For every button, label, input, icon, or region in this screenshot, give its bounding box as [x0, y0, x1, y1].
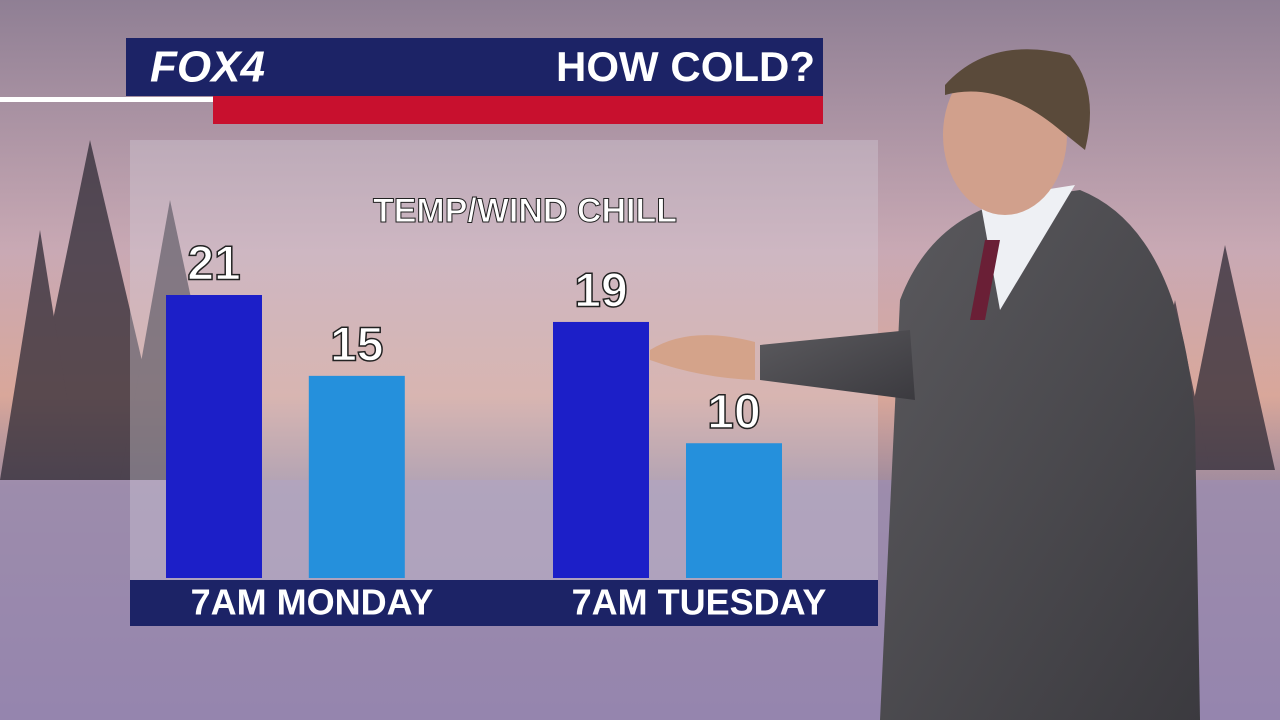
- value-label: 21: [187, 238, 240, 291]
- bar: [686, 443, 782, 578]
- chart-title: TEMP/WIND CHILL: [373, 192, 677, 230]
- header-title: HOW COLD?: [556, 43, 815, 90]
- header-red-bar: [213, 96, 823, 124]
- category-label: 7AM MONDAY: [191, 582, 434, 623]
- value-label: 10: [707, 386, 760, 439]
- bars: 21 15 7AM MONDAY 19 10 7AM TUESDAY: [166, 237, 827, 623]
- category-label: 7AM TUESDAY: [572, 582, 827, 623]
- value-label: 15: [330, 319, 383, 372]
- value-label: 19: [574, 265, 627, 318]
- header-line: [0, 97, 215, 102]
- label-band: [130, 580, 878, 626]
- bar: [166, 295, 262, 578]
- bar: [308, 375, 405, 578]
- presenter: [650, 49, 1200, 720]
- header-bar: [126, 38, 823, 96]
- logo: FOX4: [150, 43, 265, 92]
- bar: [553, 321, 649, 578]
